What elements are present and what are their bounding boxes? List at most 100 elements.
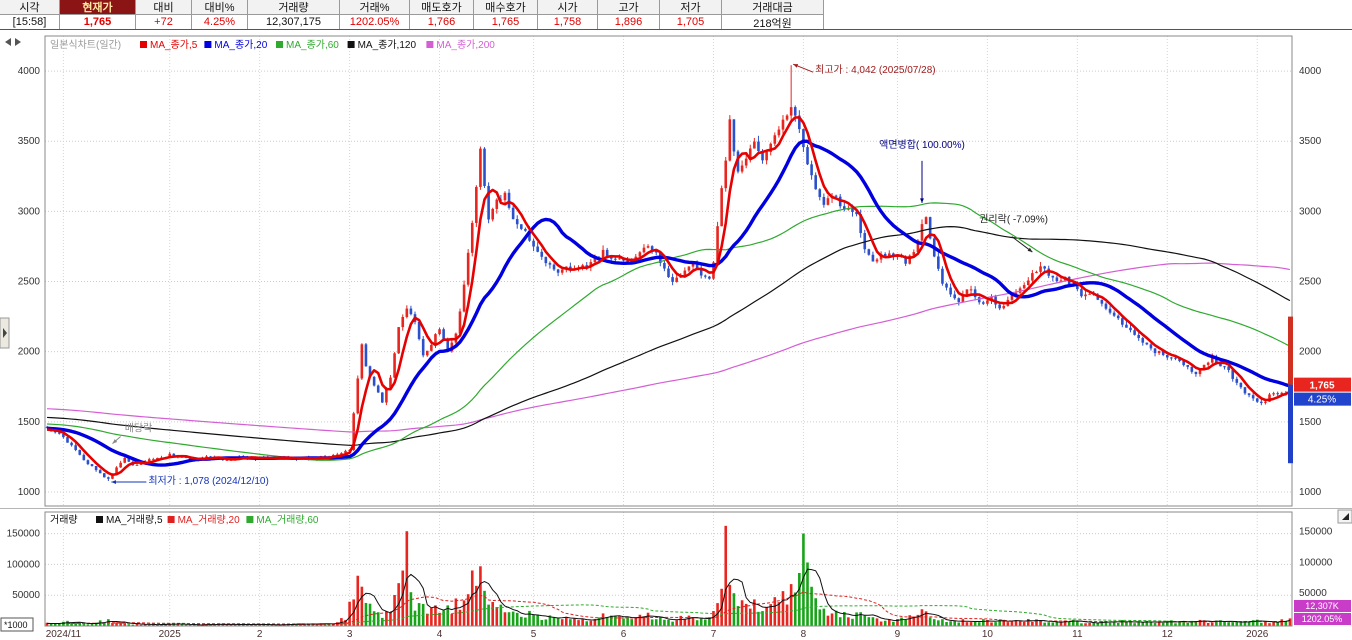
col-volume-pct-label: 거래%: [340, 0, 409, 15]
svg-text:2000: 2000: [18, 347, 41, 358]
svg-text:2000: 2000: [1299, 347, 1322, 358]
col-open-value: 1,758: [553, 16, 582, 28]
col-volume: 거래량 12,307,175: [248, 0, 340, 29]
col-low-value: 1,705: [676, 16, 705, 28]
quote-bar: 시각 [15:58] 현재가 1,765 대비 +72 대비% 4.25% 거래…: [0, 0, 1352, 30]
col-open-label: 시가: [538, 0, 597, 15]
col-last-price: 현재가 1,765: [60, 0, 136, 29]
col-volume-pct-value: 1202.05%: [349, 16, 400, 28]
moving-averages: [46, 116, 1291, 477]
svg-text:150000: 150000: [1299, 527, 1333, 538]
scroll-right-icon: [15, 38, 21, 46]
svg-text:12: 12: [1162, 629, 1174, 640]
col-change-pct-value: 4.25%: [203, 16, 236, 28]
col-change: 대비 +72: [136, 0, 192, 29]
svg-text:2500: 2500: [1299, 277, 1322, 288]
svg-text:8: 8: [801, 629, 807, 640]
annotations: 최고가 : 4,042 (2025/07/28) 최저가 : 1,078 (202…: [111, 63, 1048, 487]
col-ask-value: 1,766: [427, 16, 456, 28]
svg-text:100000: 100000: [7, 559, 41, 570]
svg-text:MA_종가,5: MA_종가,5: [150, 39, 198, 51]
col-change-pct-label: 대비%: [192, 0, 247, 15]
col-high: 고가 1,896: [598, 0, 660, 29]
col-volume-label: 거래량: [248, 0, 339, 15]
grid-and-axes: 1000 1000 1500 1500 2000 2000 2500 2500 3000 3000…: [7, 36, 1333, 640]
svg-text:10: 10: [982, 629, 994, 640]
col-trade-value: 거래대금 218억원: [722, 0, 824, 30]
svg-text:1000: 1000: [18, 487, 41, 498]
pane-expand-button: [1337, 509, 1352, 524]
svg-text:2500: 2500: [18, 277, 41, 288]
svg-text:150000: 150000: [7, 529, 41, 540]
svg-text:2024/11: 2024/11: [46, 629, 82, 640]
chart-legends: 일본식차트(일간) MA_종가,5 MA_종가,20 MA_종가,60 MA_종가,12…: [50, 39, 495, 526]
svg-text:1,765: 1,765: [1309, 381, 1334, 392]
chart-canvas[interactable]: 1000 1000 1500 1500 2000 2000 2500 2500 3000 3000…: [0, 30, 1352, 640]
svg-text:*1000: *1000: [4, 620, 28, 630]
col-change-pct: 대비% 4.25%: [192, 0, 248, 29]
svg-text:9: 9: [895, 629, 901, 640]
col-bid-value: 1,765: [491, 16, 520, 28]
svg-text:MA_종가,120: MA_종가,120: [358, 39, 417, 51]
svg-text:12,307K: 12,307K: [1305, 601, 1339, 611]
svg-text:7: 7: [711, 629, 717, 640]
svg-text:3: 3: [347, 629, 353, 640]
col-high-label: 고가: [598, 0, 659, 15]
svg-text:MA_거래량,20: MA_거래량,20: [178, 514, 241, 526]
svg-text:2026: 2026: [1246, 629, 1269, 640]
svg-text:2: 2: [257, 629, 263, 640]
price-badges: 1,765 4.25% 12,307K 1202.05%: [1288, 316, 1351, 625]
svg-text:6: 6: [621, 629, 627, 640]
svg-text:4.25%: 4.25%: [1308, 395, 1336, 406]
col-low-label: 저가: [660, 0, 721, 15]
col-last-price-label: 현재가: [60, 0, 135, 15]
svg-text:1500: 1500: [1299, 417, 1322, 428]
svg-text:3000: 3000: [18, 206, 41, 217]
svg-text:2025: 2025: [159, 629, 182, 640]
svg-text:MA_거래량,60: MA_거래량,60: [256, 514, 319, 526]
col-change-value: +72: [154, 16, 173, 28]
col-bid: 매수호가 1,765: [474, 0, 538, 29]
svg-text:MA_종가,60: MA_종가,60: [286, 39, 339, 51]
col-bid-label: 매수호가: [474, 0, 537, 15]
svg-text:1202.05%: 1202.05%: [1302, 614, 1343, 624]
col-time: 시각 [15:58]: [0, 0, 60, 29]
svg-text:MA_종가,20: MA_종가,20: [214, 39, 267, 51]
svg-text:MA_거래량,5: MA_거래량,5: [106, 514, 163, 526]
svg-text:최고가 : 4,042 (2025/07/28): 최고가 : 4,042 (2025/07/28): [815, 64, 935, 76]
svg-text:3500: 3500: [18, 136, 41, 147]
svg-text:최저가 : 1,078 (2024/12/10): 최저가 : 1,078 (2024/12/10): [148, 475, 268, 487]
svg-text:MA_종가,200: MA_종가,200: [436, 39, 495, 51]
svg-text:4: 4: [437, 629, 443, 640]
svg-text:1000: 1000: [1299, 487, 1322, 498]
svg-text:3500: 3500: [1299, 136, 1322, 147]
quote-bar-filler: [824, 0, 1352, 29]
volume-scale-note-box: [0, 617, 34, 632]
svg-text:배당락: 배당락: [125, 423, 153, 435]
col-change-label: 대비: [136, 0, 191, 15]
col-low: 저가 1,705: [660, 0, 722, 29]
col-ask: 매도호가 1,766: [410, 0, 474, 29]
svg-text:액면병합( 100.00%): 액면병합( 100.00%): [879, 139, 965, 151]
svg-text:5: 5: [531, 629, 537, 640]
svg-text:1500: 1500: [18, 417, 41, 428]
col-volume-value: 12,307,175: [265, 16, 322, 28]
svg-text:일본식차트(일간): 일본식차트(일간): [50, 39, 121, 51]
col-trade-value-value: 218억원: [753, 17, 792, 30]
svg-text:거래량: 거래량: [50, 514, 78, 526]
col-time-value: [15:58]: [12, 16, 47, 28]
svg-text:3000: 3000: [1299, 206, 1322, 217]
svg-text:11: 11: [1072, 629, 1083, 640]
col-trade-value-label: 거래대금: [722, 0, 823, 15]
volume-bars: [45, 525, 1292, 627]
svg-text:50000: 50000: [1299, 588, 1327, 599]
svg-text:4000: 4000: [18, 66, 41, 77]
svg-text:50000: 50000: [12, 590, 40, 601]
col-high-value: 1,896: [614, 16, 643, 28]
col-last-price-value: 1,765: [83, 16, 112, 28]
scroll-left-icon: [5, 38, 11, 46]
col-ask-label: 매도호가: [410, 0, 473, 15]
svg-text:4000: 4000: [1299, 66, 1322, 77]
chart-chrome[interactable]: *1000: [0, 38, 1352, 632]
col-time-label: 시각: [0, 0, 59, 15]
